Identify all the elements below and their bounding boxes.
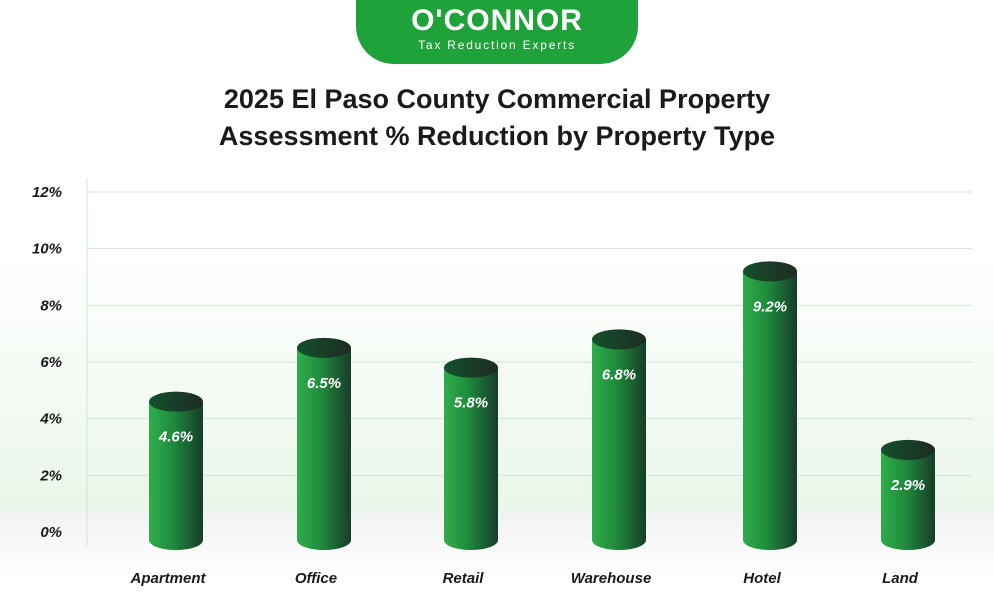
x-category-label: Retail	[443, 570, 485, 587]
bar-land	[881, 439, 935, 550]
bar-value-label: 2.9%	[890, 477, 925, 494]
y-tick-label: 4%	[39, 411, 62, 428]
bar-retail	[444, 357, 498, 550]
bar-value-label: 9.2%	[753, 298, 787, 315]
bar-value-label: 6.8%	[602, 366, 636, 383]
bar-value-label: 5.8%	[454, 395, 488, 412]
x-category-label: Apartment	[129, 570, 206, 587]
bar-hotel	[743, 261, 797, 550]
bar-body	[297, 347, 351, 540]
y-tick-label: 2%	[39, 467, 62, 484]
bar-base	[881, 530, 935, 550]
bar-cap	[444, 357, 498, 378]
bar-apartment	[149, 391, 203, 550]
bar-body	[743, 271, 797, 540]
x-category-label: Warehouse	[571, 570, 652, 587]
x-category-label: Office	[295, 570, 337, 587]
y-tick-label: 12%	[32, 184, 62, 201]
bar-base	[297, 530, 351, 550]
bar-body	[881, 449, 935, 540]
bar-cap	[297, 337, 351, 358]
bar-body	[444, 367, 498, 540]
bar-value-label: 4.6%	[158, 429, 193, 446]
bar-base	[743, 530, 797, 550]
chart-title-line-2: Assessment % Reduction by Property Type	[218, 121, 776, 151]
bar-office	[297, 337, 351, 550]
brand-logo: O'CONNOR Tax Reduction Experts	[356, 0, 638, 64]
chart-title-line-1: 2025 El Paso County Commercial Property	[223, 84, 771, 114]
bar-base	[149, 530, 203, 550]
bar-value-label: 6.5%	[307, 375, 341, 392]
logo-tagline: Tax Reduction Experts	[418, 38, 576, 52]
bar-cap	[149, 391, 203, 412]
bar-cap	[881, 439, 935, 460]
bar-cap	[592, 329, 646, 350]
x-category-label: Land	[882, 570, 919, 587]
bar-body	[592, 339, 646, 540]
y-tick-label: 8%	[40, 297, 62, 314]
bar-warehouse	[592, 329, 646, 550]
x-category-label: Hotel	[743, 570, 781, 587]
bar-base	[444, 530, 498, 550]
bar-body	[149, 401, 203, 540]
bar-base	[592, 530, 646, 550]
logo-name: O'CONNOR	[411, 4, 583, 37]
y-tick-label: 10%	[32, 241, 62, 258]
bar-cap	[743, 261, 797, 282]
y-tick-label: 0%	[40, 524, 62, 541]
y-tick-label: 6%	[40, 354, 62, 371]
